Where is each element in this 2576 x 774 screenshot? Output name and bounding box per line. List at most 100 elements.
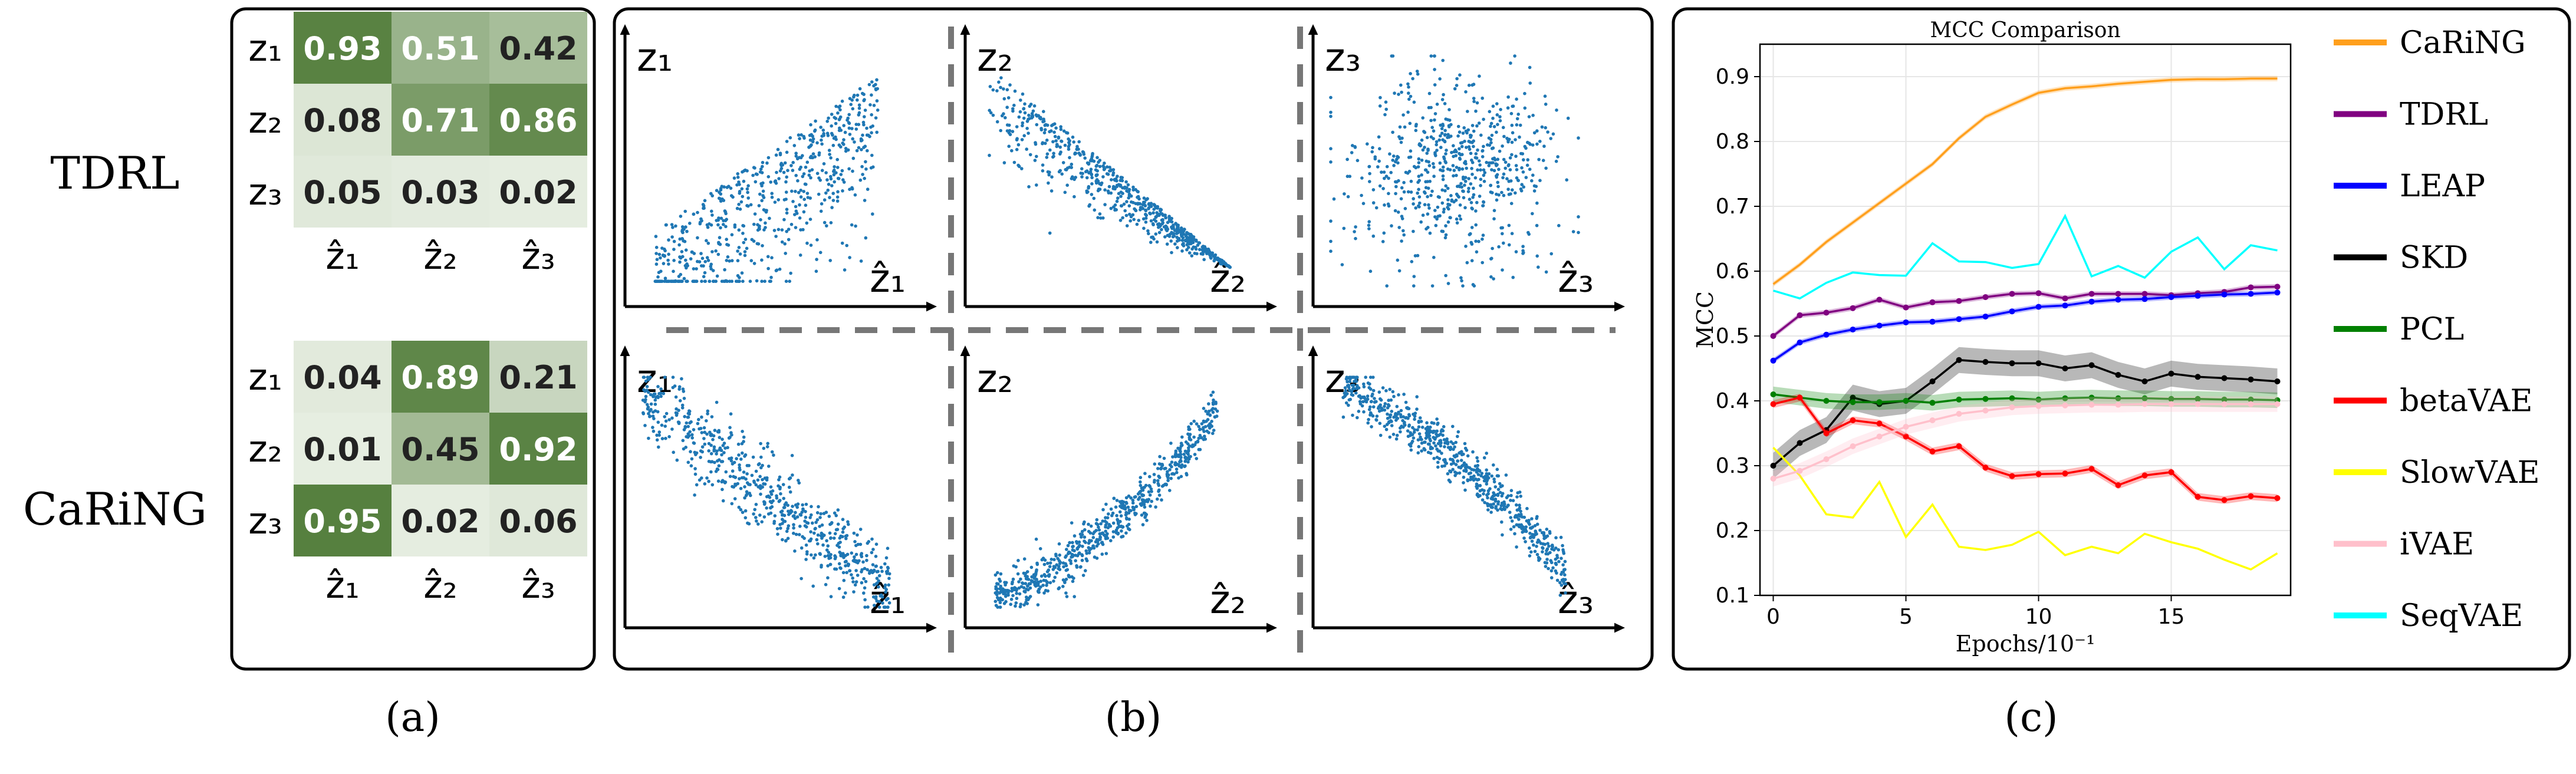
scatter-point [1207, 402, 1210, 406]
scatter-point [1515, 503, 1518, 507]
scatter-point [707, 479, 710, 483]
scatter-point [798, 167, 802, 171]
heatmap-cell [392, 413, 489, 485]
scatter-point [1409, 72, 1412, 75]
scatter-point [1434, 444, 1437, 448]
scatter-point [1048, 148, 1052, 152]
series-point [2195, 396, 2201, 402]
scatter-point [1526, 158, 1529, 162]
scatter-point [1127, 494, 1131, 498]
scatter-point [795, 505, 799, 509]
scatter-point [684, 225, 687, 229]
scatter-point [741, 195, 745, 199]
scatter-point [1329, 147, 1333, 150]
scatter-point [1502, 193, 1506, 197]
scatter-point [649, 407, 653, 411]
scatter-point [1173, 242, 1177, 246]
scatter-point [1366, 394, 1370, 398]
scatter-point [1090, 193, 1094, 196]
scatter-point [1493, 158, 1497, 162]
series-point [2035, 396, 2042, 403]
scatter-point [1050, 558, 1054, 561]
scatter-point [830, 521, 834, 525]
scatter-point [794, 209, 798, 213]
scatter-point [721, 444, 725, 447]
scatter-point [779, 526, 782, 530]
scatter-point [1123, 209, 1127, 213]
scatter-point [753, 508, 756, 512]
scatter-point [805, 552, 809, 556]
scatter-point [832, 536, 836, 540]
scatter-point [1450, 150, 1453, 154]
scatter-point [1523, 106, 1527, 110]
scatter-point [1046, 589, 1050, 593]
scatter-point [1437, 138, 1441, 142]
scatter-point [787, 485, 791, 489]
scatter-point [1101, 175, 1105, 179]
scatter-point [1425, 151, 1429, 155]
scatter-point [1430, 189, 1434, 193]
scatter-point [833, 180, 836, 184]
scatter-point [1554, 561, 1558, 565]
scatter-point [1177, 453, 1181, 457]
scatter-point [1094, 174, 1098, 177]
scatter-point [1459, 217, 1463, 221]
scatter-point [1497, 167, 1501, 172]
scatter-point [841, 141, 844, 145]
scatter-point [738, 252, 742, 256]
scatter-point [841, 189, 844, 193]
scatter-point [1509, 202, 1514, 206]
scatter-point [1429, 193, 1433, 197]
scatter-point [1059, 127, 1063, 131]
scatter-point [686, 424, 690, 429]
series-line [1773, 403, 2278, 480]
scatter-point [805, 221, 809, 225]
scatter-point [1090, 157, 1094, 161]
scatter-point [758, 475, 762, 479]
scatter-point [1141, 493, 1146, 497]
series-point [1956, 443, 1962, 449]
scatter-point [1409, 179, 1413, 183]
scatter-point [1422, 440, 1426, 444]
scatter-point [823, 220, 827, 225]
scatter-point [845, 243, 848, 248]
scatter-point [1363, 396, 1367, 400]
scatter-point [857, 103, 861, 107]
scatter-point [1436, 460, 1440, 465]
scatter-point [840, 241, 844, 245]
scatter-point [1084, 557, 1088, 561]
scatter-point [1055, 143, 1059, 146]
scatter-point [776, 532, 779, 536]
scatter-point [1460, 153, 1464, 156]
scatter-point [1474, 223, 1478, 227]
scatter-point [1182, 452, 1186, 456]
scatter-point [807, 539, 811, 543]
y-axis-arrow [1308, 24, 1318, 35]
scatter-point [1445, 437, 1449, 441]
scatter-point [1447, 108, 1451, 111]
scatter-point [1366, 381, 1370, 385]
scatter-point [1002, 87, 1005, 91]
scatter-point [1123, 186, 1127, 190]
scatter-point [1106, 172, 1110, 176]
scatter-point [1116, 174, 1119, 178]
scatter-point [1560, 578, 1564, 582]
scatter-point [848, 97, 852, 100]
scatter-point [836, 111, 840, 115]
scatter-point [871, 165, 875, 169]
scatter-point [742, 179, 746, 183]
scatter-point [1472, 97, 1476, 100]
scatter-point [1446, 446, 1450, 449]
scatter-point [667, 418, 671, 421]
scatter-point [859, 259, 863, 263]
scatter-point [1149, 487, 1153, 491]
series-point [1770, 476, 1776, 482]
scatter-point [1464, 245, 1468, 248]
scatter-point [816, 542, 820, 546]
scatter-point [723, 219, 728, 223]
series-point [2141, 296, 2148, 302]
scatter-point [723, 268, 726, 272]
scatter-point [1516, 179, 1520, 183]
scatter-point [791, 169, 795, 172]
scatter-point [778, 267, 782, 271]
